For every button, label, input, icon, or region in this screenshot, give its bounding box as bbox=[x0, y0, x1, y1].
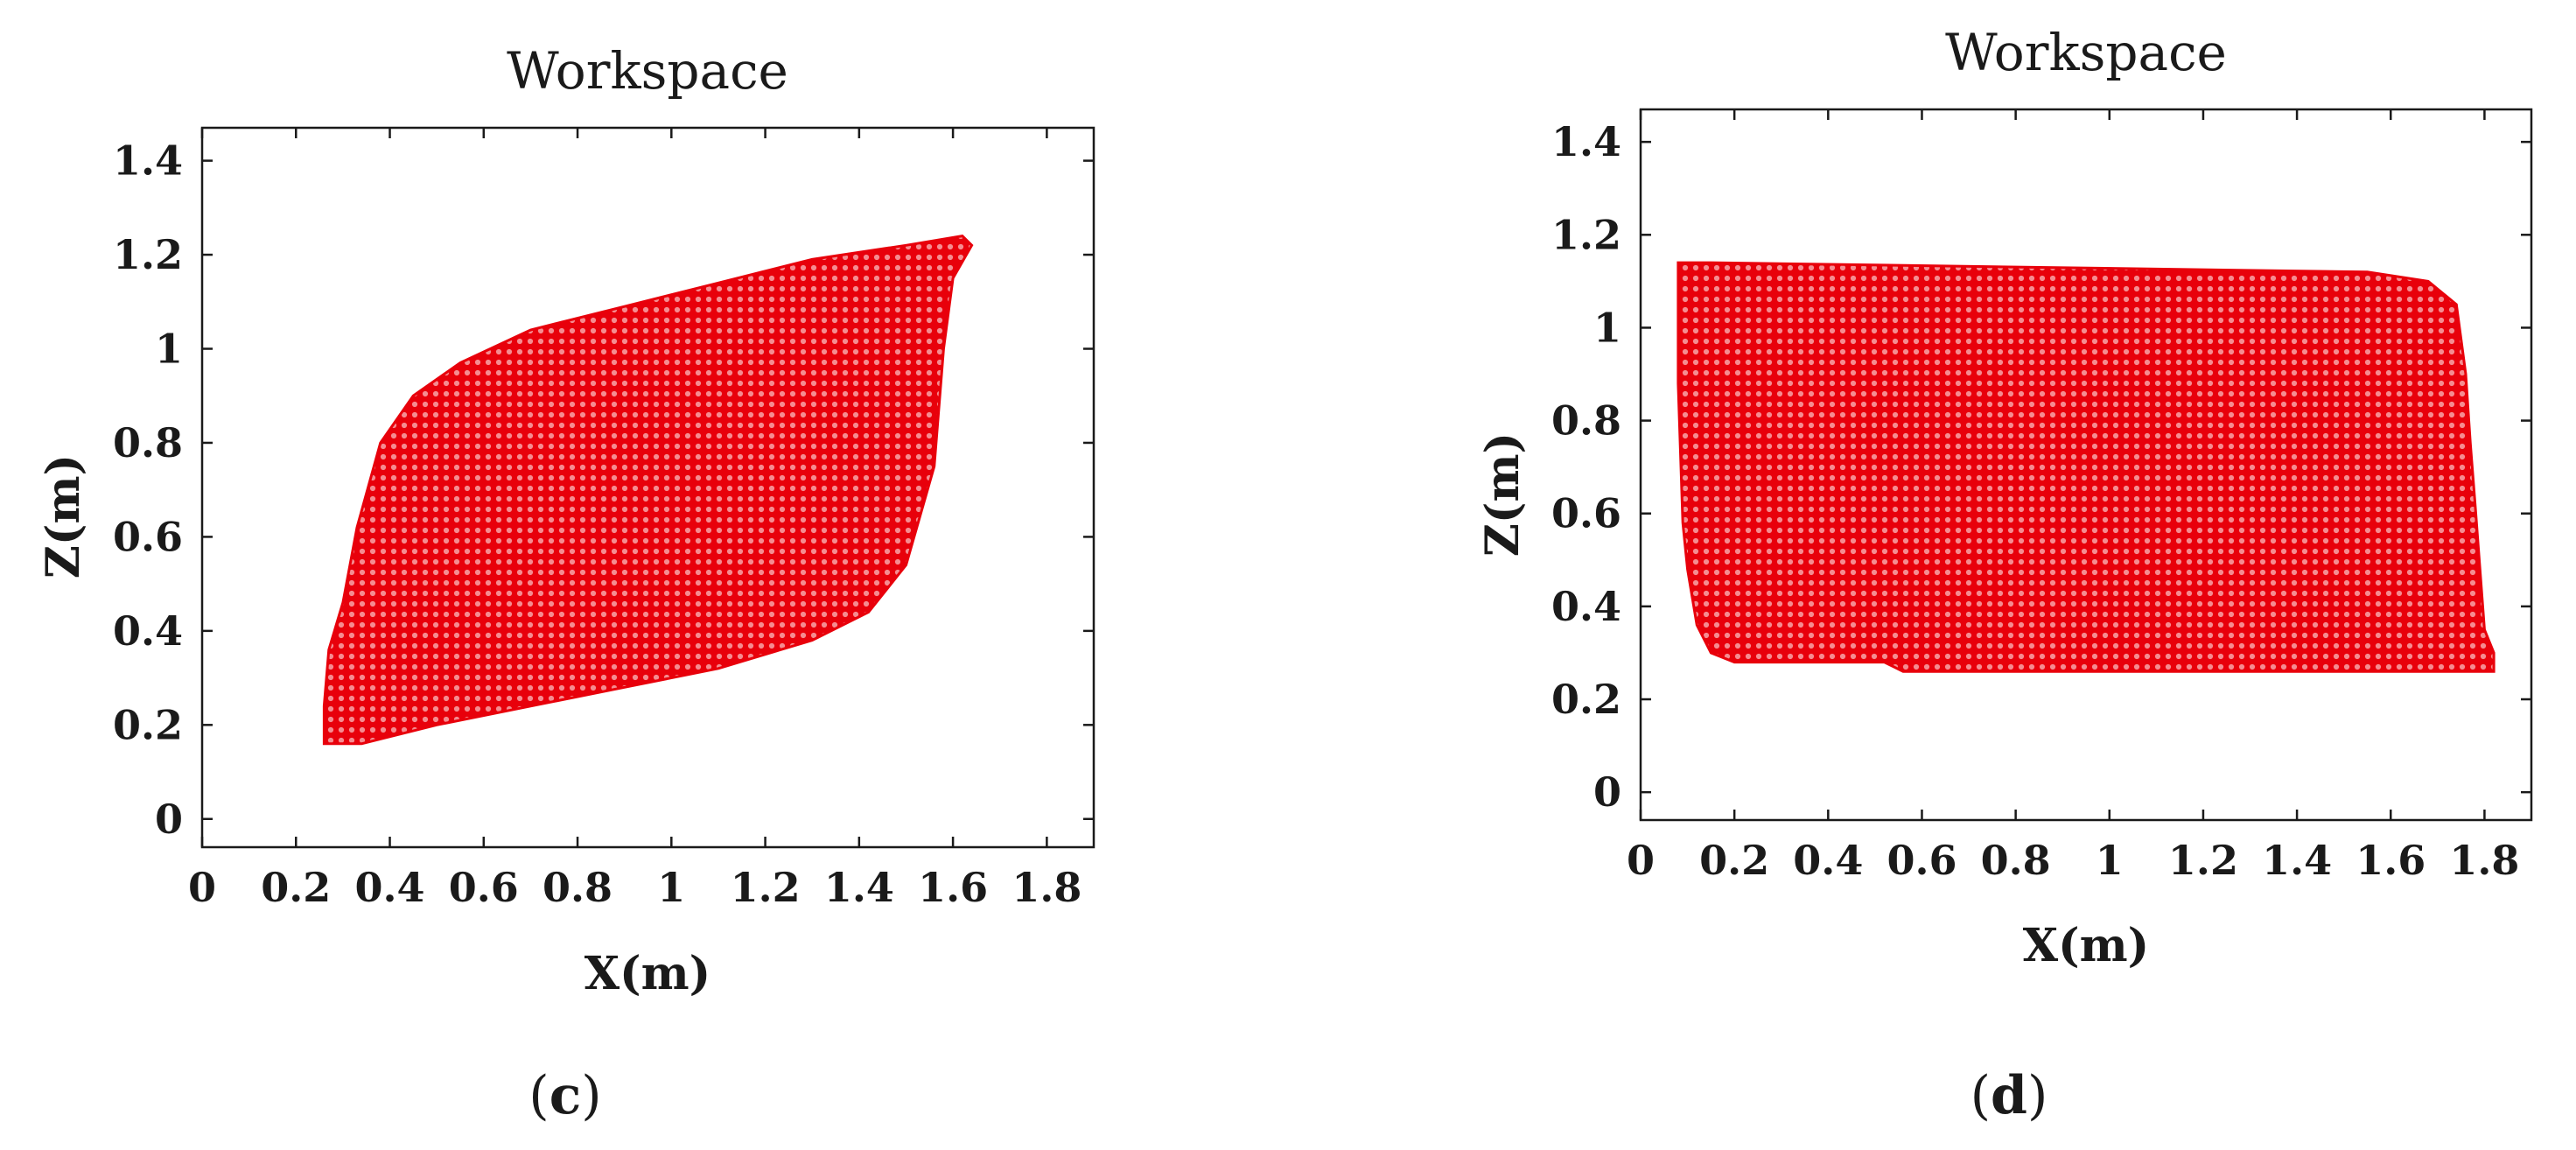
x-tick-label: 1.6 bbox=[2356, 837, 2426, 884]
x-tick-label: 0 bbox=[1627, 837, 1655, 884]
x-tick-label: 0.8 bbox=[1981, 837, 2051, 884]
x-tick-label: 0.4 bbox=[355, 864, 425, 911]
x-tick-label: 1.2 bbox=[731, 864, 801, 911]
x-tick-label: 0.2 bbox=[1699, 837, 1769, 884]
panel-c: Workspace 0 0.2 0.4 0.6 0.8 1 1.2 1.4 1.6 1.8 0 0.… bbox=[37, 41, 1096, 1126]
x-tick-label: 0.2 bbox=[261, 864, 331, 911]
x-tick-label: 1.8 bbox=[2449, 837, 2519, 884]
workspace-region bbox=[1676, 261, 2496, 673]
y-tick-label: 0.8 bbox=[113, 419, 183, 466]
x-tick-label: 1.6 bbox=[918, 864, 988, 911]
y-tick-label: 1.2 bbox=[113, 231, 183, 278]
panel-caption: (c) bbox=[528, 1065, 601, 1126]
y-axis: 0 0.2 0.4 0.6 0.8 1 1.2 1.4 bbox=[1551, 118, 2531, 816]
chart-title: Workspace bbox=[1945, 23, 2227, 82]
x-axis: 0 0.2 0.4 0.6 0.8 1 1.2 1.4 1.6 1.8 bbox=[1627, 109, 2519, 884]
plot-frame bbox=[1639, 108, 2533, 822]
x-tick-label: 1.4 bbox=[824, 864, 894, 911]
x-tick-label: 0.4 bbox=[1793, 837, 1863, 884]
x-tick-label: 0.6 bbox=[1886, 837, 1956, 884]
x-tick-label: 1 bbox=[657, 864, 685, 911]
x-axis-label: X(m) bbox=[584, 947, 711, 1000]
x-tick-label: 0.8 bbox=[542, 864, 612, 911]
x-tick-label: 1.4 bbox=[2262, 837, 2332, 884]
x-tick-label: 1 bbox=[2096, 837, 2124, 884]
y-tick-label: 0.2 bbox=[1551, 676, 1621, 723]
x-axis: 0 0.2 0.4 0.6 0.8 1 1.2 1.4 1.6 1.8 bbox=[188, 128, 1082, 911]
y-tick-label: 1.4 bbox=[1551, 118, 1621, 165]
y-tick-label: 1 bbox=[155, 326, 183, 373]
scatter-region bbox=[322, 234, 974, 746]
workspace-region bbox=[322, 234, 974, 746]
x-axis-label: X(m) bbox=[2023, 919, 2150, 972]
y-tick-label: 0.6 bbox=[1551, 490, 1621, 537]
plot-frame bbox=[200, 126, 1096, 849]
x-tick-label: 1.2 bbox=[2168, 837, 2238, 884]
x-tick-label: 0.6 bbox=[449, 864, 519, 911]
y-tick-label: 0 bbox=[155, 796, 183, 843]
y-tick-label: 0.4 bbox=[113, 607, 183, 655]
y-tick-label: 1.4 bbox=[113, 137, 183, 185]
y-tick-label: 0.6 bbox=[113, 513, 183, 560]
chart-title: Workspace bbox=[507, 41, 788, 101]
y-axis-label: Z(m) bbox=[1476, 432, 1530, 557]
panel-caption: (d) bbox=[1970, 1065, 2048, 1126]
y-tick-label: 0.2 bbox=[113, 701, 183, 748]
y-tick-label: 1 bbox=[1593, 304, 1621, 351]
x-tick-label: 0 bbox=[188, 864, 216, 911]
panel-d: Workspace 0 0.2 0.4 0.6 0.8 1 1.2 1.4 1.6 1.8 0 0.… bbox=[1476, 23, 2533, 1126]
y-axis-label: Z(m) bbox=[37, 454, 90, 579]
y-tick-label: 0.8 bbox=[1551, 397, 1621, 445]
y-tick-label: 1.2 bbox=[1551, 211, 1621, 258]
y-axis: 0 0.2 0.4 0.6 0.8 1 1.2 1.4 bbox=[113, 137, 1094, 843]
scatter-region bbox=[1676, 261, 2496, 673]
x-tick-label: 1.8 bbox=[1012, 864, 1082, 911]
y-tick-label: 0 bbox=[1593, 768, 1621, 816]
y-tick-label: 0.4 bbox=[1551, 583, 1621, 630]
